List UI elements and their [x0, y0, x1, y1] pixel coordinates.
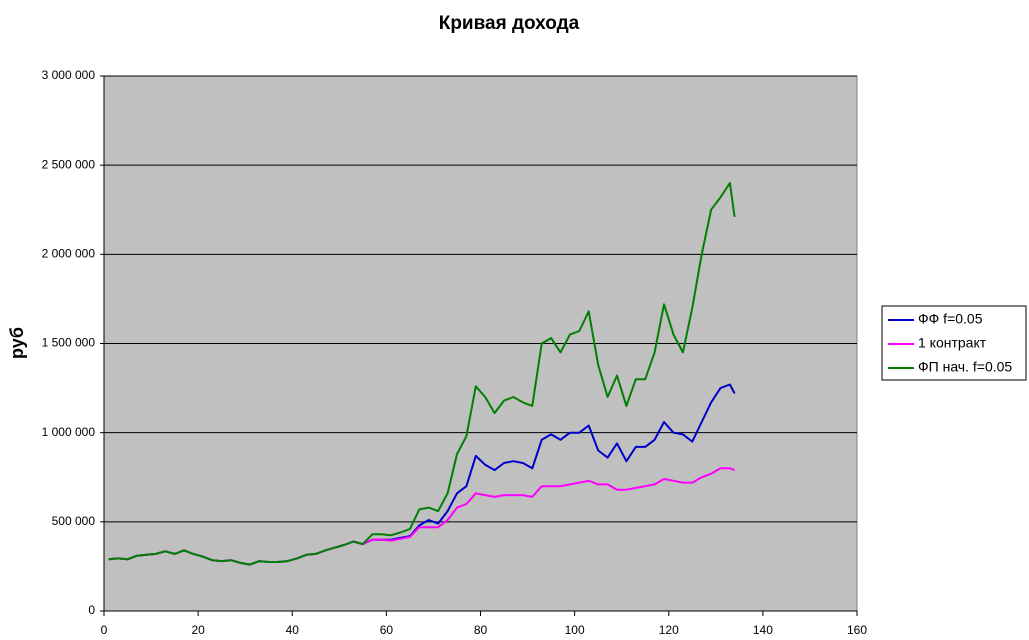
- x-tick-label: 40: [286, 623, 300, 637]
- y-axis-label: руб: [7, 327, 27, 359]
- series-line: [108, 182, 736, 566]
- legend-label: 1 контракт: [918, 335, 987, 351]
- y-tick-label: 1 500 000: [42, 336, 96, 350]
- x-tick-label: 60: [380, 623, 394, 637]
- chart-title: Кривая дохода: [439, 13, 580, 34]
- x-tick-label: 140: [753, 623, 773, 637]
- x-tick-label: 80: [474, 623, 488, 637]
- y-tick-label: 2 000 000: [42, 247, 96, 261]
- x-tick-label: 20: [191, 623, 205, 637]
- x-tick-label: 160: [847, 623, 867, 637]
- y-tick-label: 500 000: [52, 514, 96, 528]
- y-tick-label: 0: [88, 603, 95, 617]
- y-tick-label: 2 500 000: [42, 157, 96, 171]
- x-tick-label: 100: [565, 623, 585, 637]
- legend-label: ФФ f=0.05: [918, 311, 983, 327]
- x-tick-label: 0: [101, 623, 108, 637]
- y-tick-label: 3 000 000: [42, 68, 96, 82]
- x-tick-label: 120: [659, 623, 679, 637]
- y-tick-label: 1 000 000: [42, 425, 96, 439]
- legend-label: ФП нач. f=0.05: [918, 359, 1012, 375]
